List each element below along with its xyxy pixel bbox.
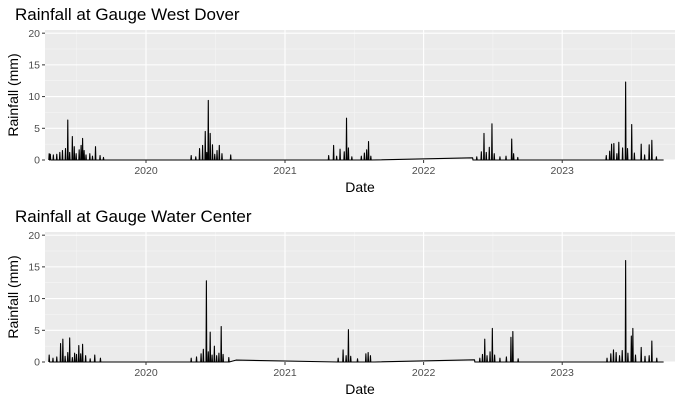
x-axis-ticks: 2020 2021 2022 2023: [134, 362, 574, 379]
x-tick-label: 2021: [273, 165, 297, 177]
y-tick-label: 15: [28, 59, 40, 71]
y-axis-ticks: 0 5 10 15 20: [28, 28, 45, 167]
y-tick-label: 0: [34, 357, 40, 369]
minor-gridlines: [45, 30, 675, 160]
x-tick-label: 2020: [134, 165, 158, 177]
x-tick-label: 2020: [134, 367, 158, 379]
x-tick-label: 2022: [412, 367, 436, 379]
y-tick-label: 0: [34, 155, 40, 167]
y-axis-title: Rainfall (mm): [5, 53, 21, 136]
x-tick-label: 2022: [412, 165, 436, 177]
chart-title: Rainfall at Gauge West Dover: [15, 5, 240, 24]
minor-gridlines: [45, 232, 675, 362]
x-axis-title: Date: [345, 179, 375, 195]
x-tick-label: 2023: [551, 165, 575, 177]
x-tick-label: 2023: [551, 367, 575, 379]
chart-water-center: Rainfall at Gauge Water Center 05101520 …: [5, 207, 675, 397]
y-tick-label: 5: [34, 325, 40, 337]
series-line: [48, 259, 664, 363]
x-axis-ticks: 2020 2021 2022 2023: [134, 160, 574, 177]
y-tick-label: 20: [28, 28, 40, 40]
series-line: [48, 81, 664, 161]
y-tick-label: 5: [34, 123, 40, 135]
x-axis-title: Date: [345, 381, 375, 397]
y-axis-ticks: 0 5 10 15 20: [28, 230, 45, 369]
y-tick-label: 10: [28, 91, 40, 103]
plot-panel: [45, 232, 675, 362]
x-tick-label: 2021: [273, 367, 297, 379]
y-tick-label: 15: [28, 261, 40, 273]
chart-title: Rainfall at Gauge Water Center: [15, 207, 252, 226]
y-tick-label: 10: [28, 293, 40, 305]
y-axis-title: Rainfall (mm): [5, 255, 21, 338]
plot-panel: [45, 30, 675, 160]
chart-west-dover: Rainfall at Gauge West Dover 0 5 10 15 20 20…: [5, 5, 675, 195]
y-tick-label: 20: [28, 230, 40, 242]
series-group: [48, 259, 664, 363]
series-group: [48, 81, 664, 161]
